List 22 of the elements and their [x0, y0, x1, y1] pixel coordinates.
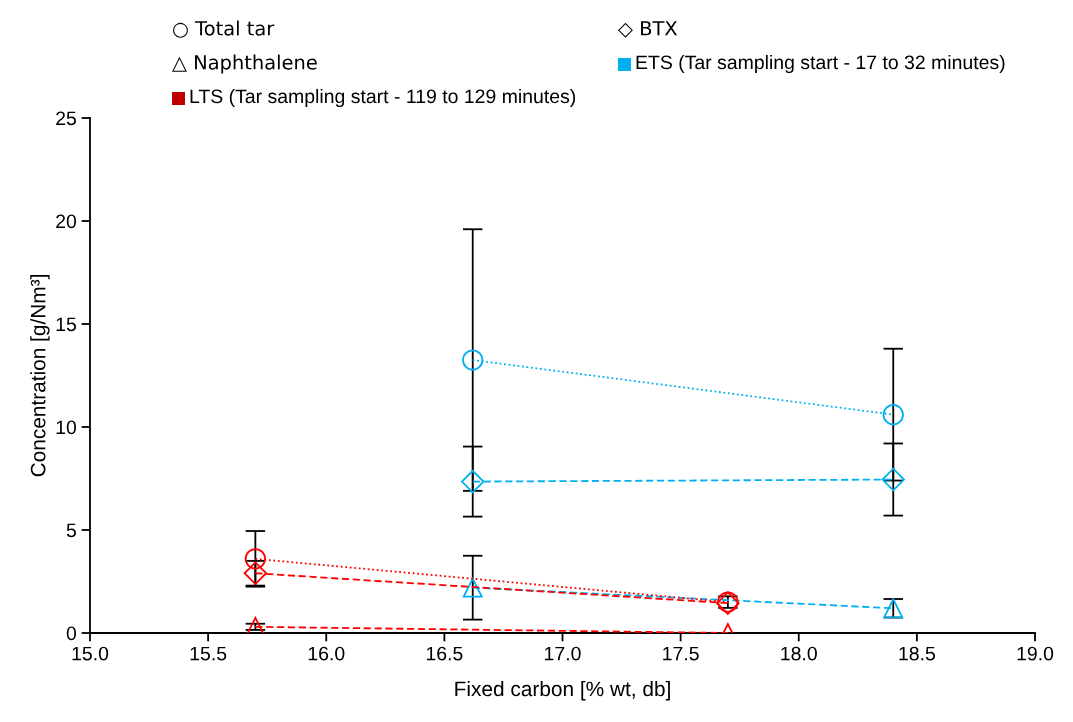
x-tick-label: 18.5	[899, 646, 935, 661]
x-tick-label: 15.5	[190, 646, 227, 661]
x-tick-label: 19.0	[1017, 646, 1054, 661]
x-tick-label: 18.0	[781, 646, 817, 661]
x-tick-label: 16.5	[426, 646, 463, 661]
x-tick-label: 15.0	[72, 646, 109, 661]
text: ◇ BTX	[618, 21, 678, 38]
x-tick-label: 17.0	[545, 646, 581, 661]
y-tick-label: 20	[56, 214, 77, 229]
y-tick-label: 25	[56, 111, 76, 126]
text: △ Naphthalene	[172, 54, 317, 74]
text: ETS (Tar sampling start - 17 to 32 minutes)	[636, 54, 1005, 74]
y-tick-label: 15	[56, 317, 76, 332]
y-tick-label: 0	[66, 626, 77, 641]
y-tick-label: 10	[56, 420, 77, 435]
x-tick-label: 16.0	[308, 646, 345, 661]
y-axis-title: Concentration [g/Nm³]	[30, 275, 50, 477]
text: ○ Total tar	[173, 20, 275, 38]
x-axis-title: Fixed carbon [% wt, db]	[455, 680, 670, 701]
text: LTS (Tar sampling start - 119 to 129 minutes)	[190, 88, 576, 108]
y-tick-label: 5	[66, 523, 76, 538]
x-tick-label: 17.5	[663, 646, 699, 661]
